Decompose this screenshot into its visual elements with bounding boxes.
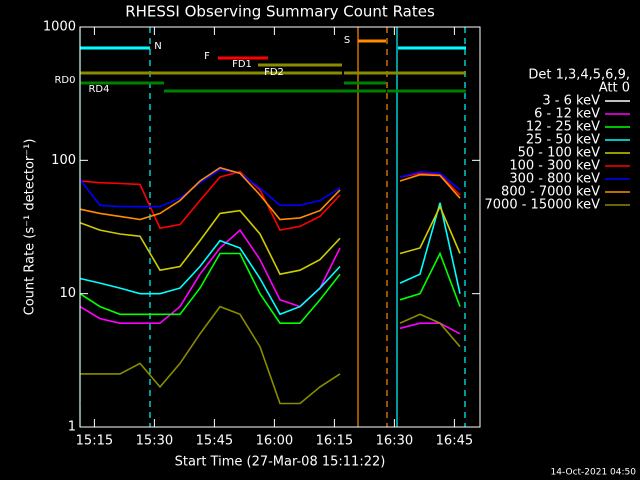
x-axis-label: Start Time (27-Mar-08 15:11:22) bbox=[175, 455, 386, 470]
y-tick-label: 1000 bbox=[43, 20, 76, 35]
flag-label: S bbox=[344, 35, 350, 46]
legend-label: 300 - 800 keV bbox=[509, 172, 600, 187]
x-tick-label: 15:15 bbox=[76, 434, 113, 449]
plot-frame bbox=[79, 26, 481, 428]
flag-label: N bbox=[154, 41, 161, 52]
legend-label: 6 - 12 keV bbox=[534, 107, 600, 122]
legend-title: Det 1,3,4,5,6,9, bbox=[528, 68, 630, 83]
legend-label: 100 - 300 keV bbox=[509, 159, 600, 174]
series-line bbox=[79, 228, 461, 335]
x-tick-label: 15:45 bbox=[196, 434, 233, 449]
legend-label: 3 - 6 keV bbox=[542, 94, 600, 109]
legend-label: 800 - 7000 keV bbox=[501, 185, 600, 200]
x-tick-label: 16:30 bbox=[376, 434, 413, 449]
flag-label: RD0 bbox=[54, 75, 75, 86]
legend-label: 25 - 50 keV bbox=[526, 133, 600, 148]
flag-label: FD1 bbox=[232, 59, 252, 70]
x-tick-label: 16:45 bbox=[436, 434, 473, 449]
series-line bbox=[79, 202, 461, 316]
footer: 14-Oct-2021 04:50 bbox=[551, 468, 637, 478]
x-tick-label: 16:15 bbox=[316, 434, 353, 449]
y-tick-label: 10 bbox=[59, 286, 76, 301]
flag-label: RD4 bbox=[88, 84, 109, 95]
legend-label: 12 - 25 keV bbox=[526, 120, 600, 135]
y-tick-label: 100 bbox=[51, 153, 76, 168]
y-axis-label: Count Rate (s⁻¹ detector⁻¹) bbox=[23, 139, 38, 316]
legend-label: 7000 - 15000 keV bbox=[485, 198, 601, 213]
y-tick-label: 1 bbox=[68, 420, 76, 435]
x-tick-label: 15:30 bbox=[136, 434, 173, 449]
flag-label: F bbox=[204, 51, 210, 62]
x-tick-label: 16:00 bbox=[256, 434, 293, 449]
series-line bbox=[79, 247, 461, 405]
legend-title: Att 0 bbox=[599, 81, 630, 96]
series-line bbox=[79, 251, 461, 324]
flag-label: FD2 bbox=[264, 67, 284, 78]
series-line bbox=[80, 305, 461, 405]
series-line bbox=[79, 168, 461, 208]
chart-title: RHESSI Observing Summary Count Rates bbox=[125, 3, 435, 21]
legend-label: 50 - 100 keV bbox=[518, 146, 601, 161]
series-line bbox=[79, 204, 461, 276]
series-line bbox=[79, 166, 461, 221]
